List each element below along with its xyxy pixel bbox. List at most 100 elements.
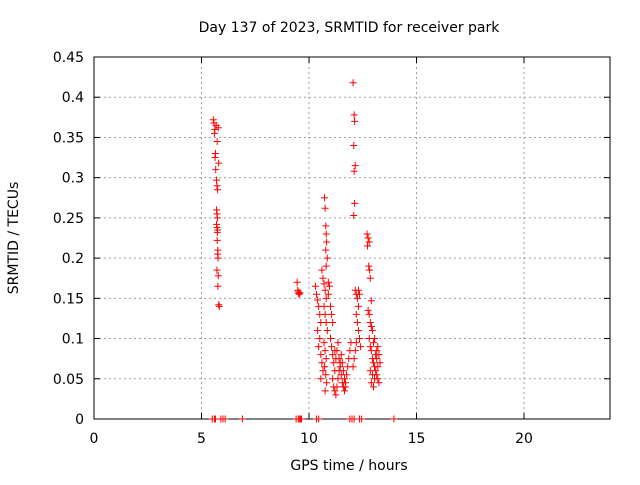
data-point (214, 124, 222, 132)
data-point (342, 383, 350, 391)
data-point (358, 415, 366, 423)
data-point (365, 310, 373, 318)
data-point (333, 383, 341, 391)
data-point (351, 162, 359, 170)
data-point (324, 278, 332, 286)
data-point (328, 343, 336, 351)
data-point (340, 387, 348, 395)
data-point (375, 379, 383, 387)
data-point (363, 230, 371, 238)
data-point (356, 335, 364, 343)
data-point (296, 289, 304, 297)
y-tick-label: 0.3 (62, 171, 84, 187)
data-point (317, 351, 325, 359)
data-point (331, 347, 339, 355)
data-point (213, 228, 221, 236)
data-point (315, 415, 323, 423)
data-point (364, 234, 372, 242)
x-tick-label: 20 (515, 431, 533, 447)
data-point (334, 339, 342, 347)
x-axis-label: GPS time / hours (290, 458, 407, 474)
data-point (311, 282, 319, 290)
data-point (320, 194, 328, 202)
data-point (318, 359, 326, 367)
data-point (336, 363, 344, 371)
data-point (350, 167, 358, 175)
data-point (211, 125, 219, 133)
data-point (322, 355, 330, 363)
data-point (370, 383, 377, 391)
data-point (322, 222, 330, 230)
data-point (215, 302, 223, 310)
axis-ticks: 0 0.05 0.1 0.15 0.2 0.25 0.3 0.35 0.4 0.45 0 5 10 15 2… (53, 50, 610, 447)
data-point (318, 266, 326, 274)
grid (94, 57, 610, 419)
y-tick-label: 0.1 (62, 332, 84, 348)
data-point (353, 318, 361, 326)
data-point (313, 290, 321, 298)
data-point (349, 363, 357, 371)
data-point (376, 359, 384, 367)
data-point (323, 254, 331, 262)
data-point (321, 347, 329, 355)
data-point (340, 375, 348, 383)
data-point (365, 262, 373, 270)
data-point (367, 322, 375, 330)
data-point (350, 355, 358, 363)
data-point (373, 355, 381, 363)
data-point (366, 266, 374, 274)
y-tick-label: 0.25 (53, 211, 84, 227)
data-point (338, 379, 346, 387)
x-tick-label: 15 (408, 431, 426, 447)
data-point (314, 296, 322, 304)
data-point (354, 286, 362, 294)
data-point (327, 302, 334, 310)
data-point (213, 214, 221, 222)
y-tick-label: 0.45 (53, 50, 84, 66)
data-point (317, 375, 325, 383)
data-point (353, 294, 361, 302)
data-point (352, 310, 360, 318)
data-point (209, 116, 217, 124)
data-point (322, 230, 330, 238)
y-tick-label: 0.15 (53, 291, 84, 307)
y-tick-label: 0.35 (53, 130, 84, 146)
data-point (319, 274, 327, 282)
data-point (213, 266, 221, 274)
data-point (367, 379, 375, 387)
x-tick-label: 10 (300, 431, 318, 447)
data-point (323, 327, 331, 335)
data-point (332, 355, 340, 363)
data-point (366, 367, 374, 375)
data-point (329, 318, 337, 326)
data-point (366, 318, 374, 326)
data-point (338, 359, 346, 367)
data-point (334, 375, 342, 383)
data-point (213, 236, 221, 244)
data-point (327, 335, 334, 343)
data-point (321, 286, 329, 294)
data-point (351, 347, 359, 355)
data-point (390, 415, 398, 423)
data-point (375, 351, 383, 359)
data-point (320, 280, 328, 288)
data-point (215, 159, 223, 167)
data-point (214, 254, 222, 262)
data-point (352, 339, 360, 347)
data-point (325, 282, 333, 290)
data-point (368, 371, 376, 379)
y-axis-label: SRMTID / TECUs (6, 182, 22, 295)
data-point (374, 363, 382, 371)
data-point (314, 327, 322, 335)
data-point (315, 343, 323, 351)
data-point (319, 367, 327, 375)
data-point (214, 282, 222, 290)
y-tick-label: 0.05 (53, 372, 84, 388)
data-point (373, 347, 381, 355)
data-point (374, 343, 382, 351)
data-point (330, 359, 338, 367)
data-point (297, 415, 305, 423)
plot-frame (93, 56, 611, 420)
data-point (370, 359, 377, 367)
